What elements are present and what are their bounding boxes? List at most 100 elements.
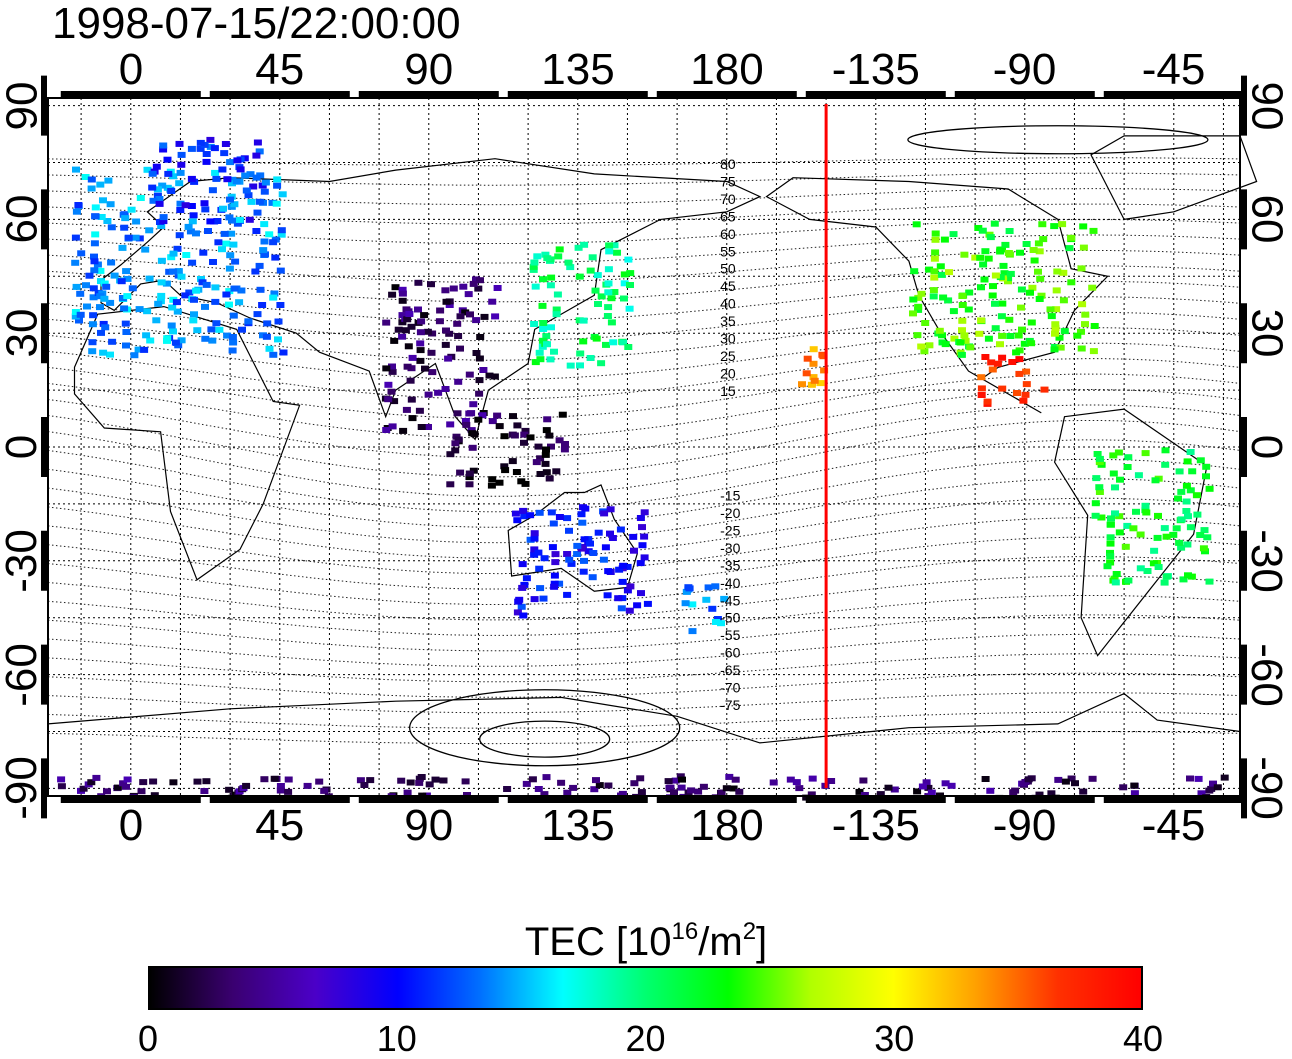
tec-cell: [1093, 451, 1102, 457]
tec-cell: [405, 311, 414, 317]
tec-cell: [1154, 512, 1162, 519]
tec-cell: [159, 214, 168, 221]
tec-cell: [233, 157, 242, 164]
tec-cell: [121, 320, 130, 327]
contour-line: [47, 556, 1241, 605]
contour-label: 35: [720, 313, 736, 329]
y-tick-label-left: -90: [0, 756, 46, 821]
tec-cell: [803, 355, 812, 362]
tec-cell: [163, 184, 172, 191]
tec-cell: [90, 258, 99, 265]
tec-cell: [163, 337, 171, 344]
tec-cell: [193, 778, 202, 785]
tec-cell: [1182, 482, 1191, 489]
tec-cell: [538, 337, 547, 344]
tec-cell: [1058, 221, 1067, 228]
tec-cell: [616, 526, 625, 533]
tec-cell: [937, 271, 946, 278]
tec-cell: [104, 177, 113, 184]
tec-cell: [225, 301, 233, 308]
tec-cell: [521, 480, 530, 487]
tec-cell: [619, 562, 628, 569]
tec-cell: [1184, 513, 1192, 520]
tec-cell: [465, 474, 474, 481]
tec-cell: [961, 337, 970, 344]
tec-cell: [717, 620, 725, 627]
tec-cell: [406, 377, 415, 384]
contour-line: [47, 280, 1241, 322]
x-tick-label-top: 0: [118, 45, 144, 94]
tec-cell: [96, 293, 105, 300]
tec-cell: [79, 785, 88, 792]
tec-cell: [465, 410, 474, 417]
colorbar-tick-label: 10: [376, 1018, 417, 1059]
tec-cell: [1067, 775, 1076, 782]
contour-line: [47, 203, 1241, 225]
tec-cell: [543, 255, 552, 262]
tec-cell: [603, 313, 612, 319]
tec-cell: [520, 431, 529, 438]
tec-cell: [913, 332, 922, 339]
tec-cell: [284, 788, 293, 795]
tec-cell: [786, 776, 795, 783]
tec-cell: [192, 230, 200, 237]
contour-line: [47, 653, 1241, 683]
tec-cell: [143, 166, 152, 173]
tec-cell: [987, 359, 996, 366]
colorbar: [148, 966, 1143, 1010]
tec-cell: [461, 418, 470, 424]
tec-cell: [975, 330, 984, 337]
tec-cell: [988, 292, 997, 299]
tec-cell: [424, 391, 433, 398]
tec-cell: [466, 311, 474, 318]
tec-cell: [991, 272, 1000, 279]
tec-cell: [511, 510, 520, 517]
tec-cell: [931, 236, 940, 243]
contour-line: [47, 692, 1241, 714]
tec-cell: [1124, 577, 1133, 584]
tec-cell: [807, 381, 816, 388]
tec-cell: [82, 282, 90, 289]
contour-label: 55: [720, 243, 736, 259]
tec-cell: [220, 150, 229, 157]
contour-line: [47, 265, 1241, 303]
tec-cell: [122, 783, 130, 790]
tec-cell: [918, 783, 927, 790]
tec-cell: [177, 337, 186, 344]
tec-cell: [1016, 249, 1024, 256]
tec-cell: [171, 339, 180, 346]
tec-cell: [148, 184, 157, 191]
tec-cell: [472, 317, 481, 324]
tec-cell: [262, 333, 271, 340]
tec-cell: [1123, 464, 1132, 470]
tec-cell: [141, 246, 150, 253]
tec-cell: [1202, 463, 1211, 470]
tec-cell: [198, 279, 207, 286]
tec-cell: [547, 274, 556, 281]
tec-cell: [97, 214, 106, 220]
tec-cell: [1017, 304, 1025, 311]
tec-cell: [597, 360, 606, 367]
tec-cell: [192, 287, 201, 294]
tec-cell: [233, 220, 242, 227]
tec-cell: [446, 481, 455, 488]
tec-cell: [461, 778, 470, 785]
tec-cell: [1106, 540, 1115, 547]
tec-cell: [1077, 328, 1085, 335]
tec-cell: [74, 202, 83, 208]
tec-cell: [263, 320, 272, 327]
tec-cell: [526, 434, 535, 441]
contour-label: 25: [720, 348, 736, 364]
tec-cell: [605, 242, 614, 249]
tec-cell: [103, 788, 111, 795]
tec-cell: [251, 268, 260, 275]
tec-cell: [640, 554, 649, 561]
tec-cell: [244, 192, 253, 199]
tec-cell: [914, 306, 923, 313]
tec-cell: [989, 283, 997, 290]
tec-cell: [625, 305, 634, 312]
tec-cell: [1001, 241, 1010, 248]
tec-cell: [223, 332, 232, 339]
tec-cell: [931, 230, 940, 237]
